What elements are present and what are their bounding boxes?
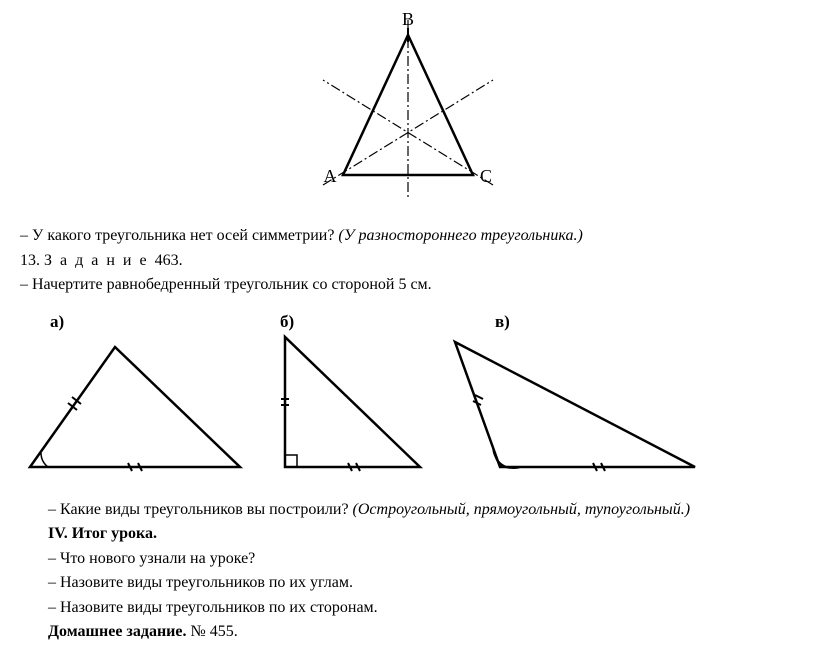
q5-text: – Назовите виды треугольников по их угла…: [48, 574, 353, 591]
task-num: 463.: [155, 252, 183, 269]
q3-answer: (Остроугольный, прямоугольный, тупоуголь…: [353, 501, 691, 518]
question-5: – Назовите виды треугольников по их угла…: [20, 572, 796, 594]
task-line: 13. З а д а н и е 463.: [20, 250, 796, 272]
vertex-c-label: C: [480, 166, 492, 186]
fig-c-label: в): [495, 312, 510, 331]
task-spaced: З а д а н и е: [44, 252, 155, 269]
question-6: – Назовите виды треугольников по их стор…: [20, 597, 796, 619]
q6-text: – Назовите виды треугольников по их стор…: [48, 599, 378, 616]
figure-b: б): [260, 307, 435, 489]
obtuse-triangle-svg: в): [445, 307, 705, 482]
heading-text: IV. Итог урока.: [48, 525, 157, 542]
vertex-a-label: A: [324, 166, 337, 186]
section-heading: IV. Итог урока.: [20, 523, 796, 545]
task-prefix: 13.: [20, 252, 44, 269]
q4-text: – Что нового узнали на уроке?: [48, 550, 255, 567]
figure-a: а): [20, 307, 250, 489]
equilateral-triangle-figure: B A C: [20, 10, 796, 217]
q3-text: – Какие виды треугольников вы построили?: [48, 501, 353, 518]
q1-text: – У какого треугольника нет осей симметр…: [20, 227, 338, 244]
hw-label: Домашнее задание.: [48, 623, 186, 640]
question-4: – Что нового узнали на уроке?: [20, 548, 796, 570]
figure-c: в): [445, 307, 705, 489]
q2-text: – Начертите равнобедренный треугольник с…: [20, 276, 432, 293]
question-2: – Начертите равнобедренный треугольник с…: [20, 274, 796, 296]
fig-a-label: а): [50, 312, 64, 331]
question-1: – У какого треугольника нет осей симметр…: [20, 225, 796, 247]
triangle-symmetry-svg: B A C: [298, 10, 518, 210]
vertex-b-label: B: [402, 10, 414, 29]
fig-b-label: б): [280, 312, 294, 331]
homework: Домашнее задание. № 455.: [20, 621, 796, 643]
right-triangle-svg: б): [260, 307, 435, 482]
q1-answer: (У разностороннего треугольника.): [338, 227, 582, 244]
triangle-row: а) б) в): [20, 307, 796, 489]
question-3: – Какие виды треугольников вы построили?…: [20, 499, 796, 521]
acute-triangle-svg: а): [20, 307, 250, 482]
hw-num: № 455.: [186, 623, 237, 640]
